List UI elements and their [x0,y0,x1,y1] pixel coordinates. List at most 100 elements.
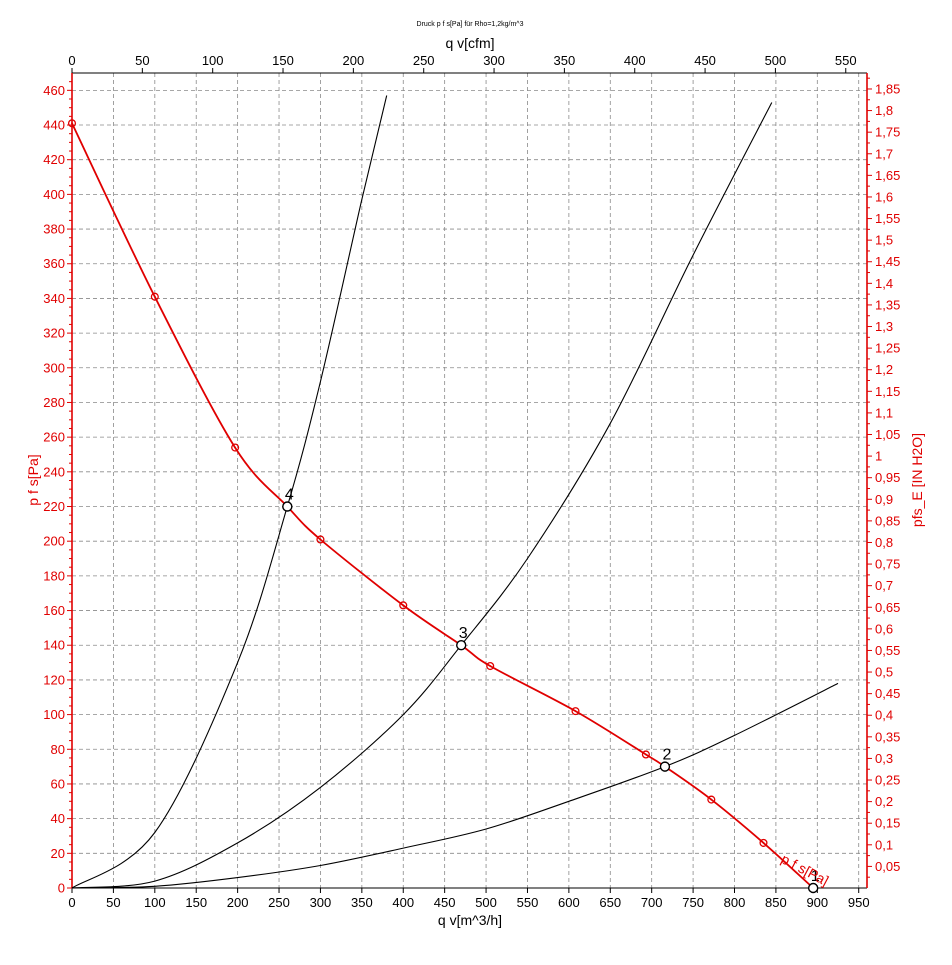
y2-tick-label: 0,6 [875,621,893,636]
x2-tick-label: 450 [694,53,716,68]
y2-tick-label: 1,55 [875,211,900,226]
y-tick-label: 20 [51,846,65,861]
y2-tick-label: 1,85 [875,81,900,96]
y2-tick-label: 0,35 [875,729,900,744]
y-tick-label: 380 [43,222,65,237]
y-tick-label: 180 [43,568,65,583]
system-curve-1 [71,95,388,889]
x-tick-label: 300 [310,895,332,910]
x-tick-label: 750 [682,895,704,910]
y2-tick-label: 1,15 [875,384,900,399]
fan-curve-marker-dot [319,538,322,541]
y2-tick-label: 1,6 [875,189,893,204]
fan-curve-marker-dot [644,753,647,756]
y2-tick-label: 0,25 [875,773,900,788]
y-tick-label: 60 [51,776,65,791]
fan-curve-label: p f s[Pa] [779,851,832,889]
x2-tick-label: 100 [202,53,224,68]
operating-point-label-4: 4 [285,487,294,504]
x-tick-label: 700 [641,895,663,910]
y2-axis-title: pfs_E [IN H2O] [909,433,925,527]
x-tick-label: 150 [185,895,207,910]
y-tick-label: 440 [43,118,65,133]
y2-tick-label: 0,05 [875,859,900,874]
fan-curve-marker-dot [574,710,577,713]
curves [67,95,839,889]
x2-tick-label: 350 [554,53,576,68]
y2-tick-label: 0,5 [875,665,893,680]
fan-curve-marker [707,795,716,804]
operating-point-2 [659,761,671,772]
y-axis-title: p f s[Pa] [25,454,41,505]
y2-tick-label: 0,45 [875,686,900,701]
y-tick-label: 460 [43,83,65,98]
x-tick-label: 850 [765,895,787,910]
x2-tick-label: 500 [765,53,787,68]
y2-tick-label: 0,65 [875,600,900,615]
y2-tick-label: 0,4 [875,708,893,723]
y-tick-label: 300 [43,360,65,375]
y2-tick-label: 1,7 [875,146,893,161]
operating-point-4 [282,501,293,512]
y2-tick-label: 1 [875,449,882,464]
fan-curve-marker-dot [71,122,73,125]
system-curve-3 [71,682,839,889]
fan-curve-marker [486,661,495,671]
fan-curve-marker [150,292,159,301]
y2-tick-label: 1,25 [875,341,900,356]
y-tick-label: 80 [51,742,65,757]
y-tick-label: 160 [43,603,65,618]
y2-tick-label: 1,2 [875,362,893,377]
y2-tick-label: 0,85 [875,513,900,528]
x-tick-label: 450 [434,895,456,910]
x-tick-label: 900 [806,895,828,910]
y2-tick-label: 1,45 [875,254,900,269]
fan-curve-marker [67,119,77,128]
fan-curve-marker-dot [402,604,405,607]
y-tick-label: 120 [43,672,65,687]
y2-tick-label: 1,65 [875,168,900,183]
x-tick-label: 950 [848,895,870,910]
x-tick-label: 250 [268,895,290,910]
y-tick-label: 0 [58,881,65,896]
y-tick-label: 400 [43,187,65,202]
fan-curve-marker [571,707,580,716]
x-tick-label: 400 [392,895,414,910]
fan-curve-marker [316,535,325,544]
y2-tick-label: 1,3 [875,319,893,334]
fan-curve-marker-dot [234,446,237,449]
y-tick-label: 40 [51,811,65,826]
operating-point-label-1: 1 [811,868,820,885]
y2-tick-label: 1,05 [875,427,900,442]
fan-curve-marker-dot [153,295,156,298]
y-tick-label: 420 [43,152,65,167]
x2-tick-label: 300 [483,53,505,68]
operating-point-label-2: 2 [662,747,671,764]
fan-curve-marker [759,838,768,847]
x-tick-label: 550 [517,895,539,910]
x-tick-label: 350 [351,895,373,910]
y2-tick-label: 1,35 [875,297,900,312]
y-tick-label: 260 [43,430,65,445]
y2-tick-label: 0,7 [875,578,893,593]
fan-curve-marker [641,750,650,759]
y-tick-label: 240 [43,464,65,479]
y-tick-label: 360 [43,256,65,271]
y2-tick-label: 1,5 [875,233,893,248]
x2-tick-label: 150 [272,53,294,68]
y2-tick-label: 0,15 [875,816,900,831]
x2-tick-label: 550 [835,53,857,68]
x-tick-label: 500 [475,895,497,910]
y2-tick-label: 0,1 [875,837,893,852]
y2-tick-label: 0,3 [875,751,893,766]
y2-tick-label: 0,9 [875,492,893,507]
y2-tick-label: 0,55 [875,643,900,658]
y2-tick-label: 1,1 [875,405,893,420]
operating-point-1 [807,882,819,894]
axes: 0 50 100 150 200 250 300 350 400 450 500 550 600 650 7… [43,53,900,910]
x-tick-label: 100 [144,895,166,910]
y2-tick-label: 0,8 [875,535,893,550]
y-tick-label: 140 [43,638,65,653]
y-tick-label: 340 [43,291,65,306]
